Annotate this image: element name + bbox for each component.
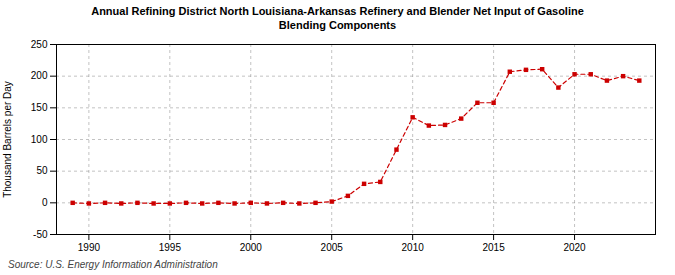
svg-text:100: 100 (31, 134, 48, 145)
html-text:Annual Refining District North: Annual Refining District North Louisiana… (91, 5, 584, 31)
html-text:Source: U.S. Energy Informatio: Source: U.S. Energy Information Administ… (8, 259, 218, 270)
svg-text:50: 50 (36, 165, 48, 176)
svg-text:250: 250 (31, 39, 48, 50)
svg-text:2015: 2015 (482, 242, 505, 253)
svg-text:0: 0 (42, 197, 48, 208)
svg-text:Thousand Barrels per Day: Thousand Barrels per Day (2, 81, 13, 198)
svg-text:-50: -50 (33, 229, 48, 240)
svg-text:200: 200 (31, 70, 48, 81)
svg-text:1990: 1990 (78, 242, 101, 253)
svg-text:2020: 2020 (563, 242, 586, 253)
svg-text:2005: 2005 (321, 242, 344, 253)
svg-text:150: 150 (31, 102, 48, 113)
svg-text:2010: 2010 (402, 242, 425, 253)
svg-text:2000: 2000 (240, 242, 263, 253)
svg-text:1995: 1995 (159, 242, 182, 253)
